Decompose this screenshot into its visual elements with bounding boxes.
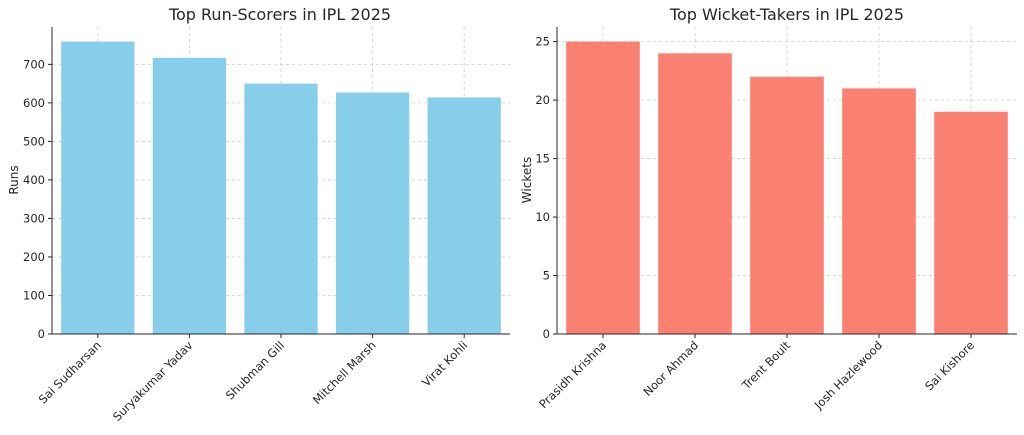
y-tick-label: 5	[543, 269, 550, 283]
bar	[244, 83, 318, 334]
x-tick-label: Sai Kishore	[922, 338, 977, 393]
y-axis-label: Wickets	[520, 157, 534, 203]
bar	[427, 97, 501, 334]
y-tick-label: 400	[23, 173, 45, 187]
x-tick-label: Trent Boult	[738, 338, 793, 393]
x-tick-label: Sai Sudharsan	[36, 338, 104, 406]
y-tick-label: 100	[23, 288, 45, 302]
y-tick-label: 10	[535, 210, 550, 224]
y-tick-label: 15	[535, 152, 550, 166]
y-tick-label: 0	[543, 327, 550, 341]
chart-title: Top Wicket-Takers in IPL 2025	[669, 5, 904, 24]
bar	[934, 111, 1008, 335]
y-tick-label: 600	[23, 96, 45, 110]
bar	[61, 41, 135, 334]
y-tick-label: 300	[23, 211, 45, 225]
x-tick-label: Josh Hazlewood	[811, 338, 885, 412]
x-tick-label: Noor Ahmad	[640, 338, 701, 399]
chart-run-scorers: Top Run-Scorers in IPL 2025 Runs 0 100 200…	[7, 5, 510, 424]
y-tick-label: 200	[23, 250, 45, 264]
y-axis-label: Runs	[7, 165, 21, 194]
bar	[658, 53, 732, 335]
y-tick-label: 0	[38, 327, 45, 341]
x-tick-label: Shubman Gill	[223, 338, 287, 402]
x-tick-label: Prasidh Krishna	[536, 338, 609, 411]
x-tick-label: Suryakumar Yadav	[110, 338, 196, 424]
y-tick-label: 20	[535, 93, 550, 107]
bar	[566, 41, 640, 334]
chart-title: Top Run-Scorers in IPL 2025	[168, 5, 391, 24]
bar	[335, 92, 410, 334]
bar	[842, 88, 916, 335]
x-tick-label: Virat Kohli	[419, 338, 470, 389]
bar	[750, 76, 824, 334]
y-tick-label: 25	[535, 35, 550, 49]
chart-wicket-takers: Top Wicket-Takers in IPL 2025 Wickets 0 5…	[520, 5, 1017, 413]
y-tick-label: 700	[23, 57, 45, 71]
bar	[152, 57, 227, 335]
x-tick-label: Mitchell Marsh	[310, 338, 379, 407]
y-tick-label: 500	[23, 134, 45, 148]
